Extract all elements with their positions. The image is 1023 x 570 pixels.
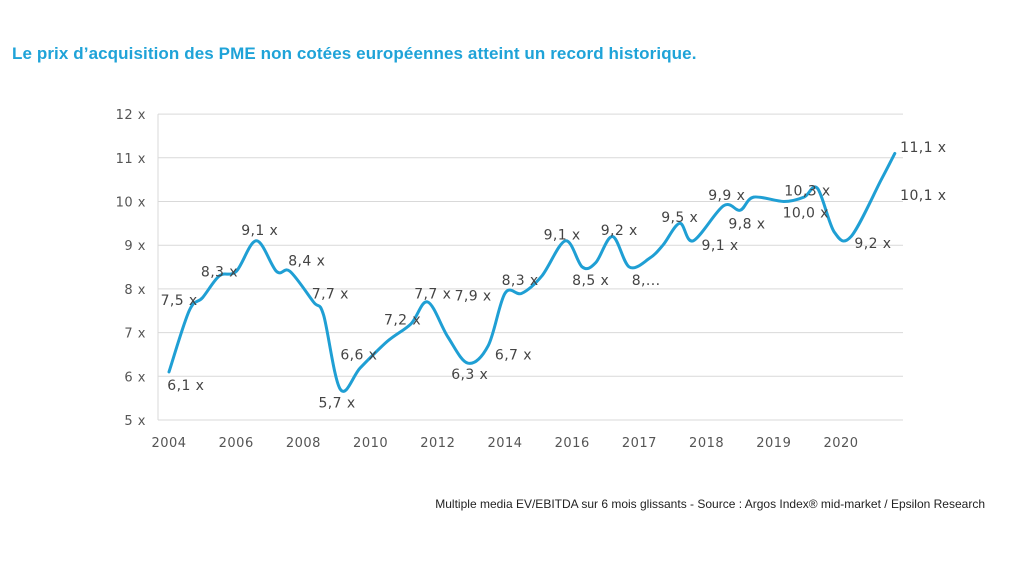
y-tick-label: 12 x — [116, 108, 146, 123]
x-tick-label: 2018 — [689, 436, 724, 451]
data-label: 9,8 x — [728, 216, 765, 232]
data-label: 6,1 x — [167, 378, 204, 394]
x-tick-label: 2014 — [487, 436, 522, 451]
data-label: 9,1 x — [702, 238, 739, 254]
y-tick-label: 10 x — [116, 196, 146, 211]
data-label: 8,3 x — [502, 273, 539, 289]
y-axis: 5 x 6 x 7 x 8 x 9 x 10 x 11 x 12 x — [116, 108, 146, 429]
data-label: 8,4 x — [288, 253, 325, 269]
data-label: 7,7 x — [312, 286, 349, 302]
data-label: 10,0 x — [783, 205, 829, 221]
series-line-0 — [167, 151, 897, 393]
data-label: 8,... — [632, 273, 661, 289]
x-tick-label: 2012 — [420, 436, 455, 451]
y-tick-label: 8 x — [124, 283, 146, 298]
y-tick-label: 11 x — [116, 152, 146, 167]
data-label: 9,2 x — [854, 236, 891, 252]
data-label: 9,5 x — [661, 210, 698, 226]
series-layer — [167, 151, 897, 393]
data-label: 9,9 x — [708, 188, 745, 204]
data-label: 6,3 x — [451, 367, 488, 383]
data-label: 10,1 x — [900, 188, 946, 204]
x-tick-label: 2006 — [219, 436, 254, 451]
x-axis: 2004 2006 2008 2010 2012 2014 2016 2017 2018 2019… — [151, 436, 858, 451]
data-label: 5,7 x — [319, 396, 356, 412]
chart-title: Le prix d’acquisition des PME non cotées… — [12, 44, 697, 63]
x-tick-label: 2008 — [286, 436, 321, 451]
data-label: 10,3 x — [784, 184, 830, 200]
data-label: 8,3 x — [201, 264, 238, 280]
x-tick-label: 2020 — [823, 436, 858, 451]
data-label: 9,2 x — [601, 223, 638, 239]
data-label: 11,1 x — [900, 140, 946, 156]
data-label: 7,2 x — [384, 312, 421, 328]
data-label: 9,1 x — [544, 227, 581, 243]
data-label: 6,7 x — [495, 347, 532, 363]
data-label: 6,6 x — [340, 347, 377, 363]
y-tick-label: 6 x — [124, 370, 146, 385]
x-tick-label: 2010 — [353, 436, 388, 451]
y-tick-label: 7 x — [124, 327, 146, 342]
grid-layer — [157, 113, 903, 421]
x-tick-label: 2019 — [756, 436, 791, 451]
y-tick-label: 9 x — [124, 239, 146, 254]
x-tick-label: 2016 — [555, 436, 590, 451]
data-label: 7,7 x — [414, 286, 451, 302]
source-note: Multiple media EV/EBITDA sur 6 mois glis… — [435, 497, 985, 511]
x-tick-label: 2004 — [151, 436, 186, 451]
data-label: 7,5 x — [161, 293, 198, 309]
y-tick-label: 5 x — [124, 414, 146, 429]
data-label: 9,1 x — [241, 223, 278, 239]
data-label: 7,9 x — [455, 288, 492, 304]
x-tick-label: 2017 — [622, 436, 657, 451]
data-labels: 6,1 x7,5 x8,3 x9,1 x8,4 x7,7 x5,7 x6,6 x… — [161, 140, 946, 412]
data-label: 8,5 x — [572, 273, 609, 289]
